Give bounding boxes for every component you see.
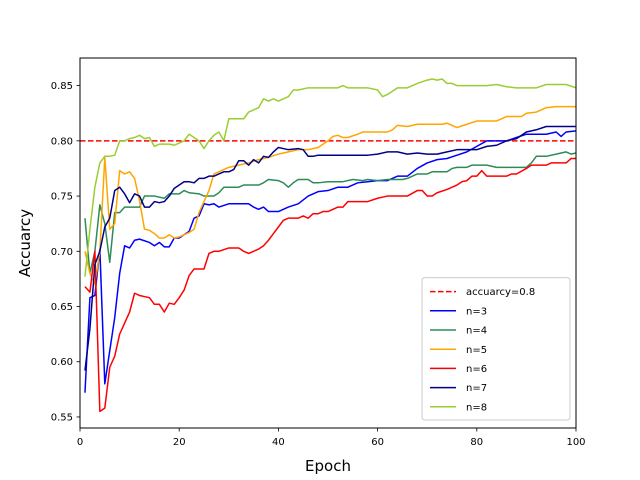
- x-tick-label: 100: [566, 437, 585, 448]
- series-line-n-6: [84, 157, 576, 413]
- x-tick-label: 0: [77, 437, 83, 448]
- legend: accuarcy=0.8 n=3 n=4 n=5 n=6 n=7 n=8: [421, 277, 571, 421]
- x-axis-label: Epoch: [305, 457, 351, 475]
- y-axis-label: Accuarcy: [16, 209, 34, 277]
- legend-label: accuarcy=0.8: [466, 287, 535, 298]
- y-axis-ticks: 0.55 0.60 0.65 0.70 0.75 0.80 0.85: [51, 81, 80, 423]
- legend-label: n=3: [466, 306, 487, 317]
- x-axis-ticks: 0 20 40 60 80 100: [77, 428, 586, 448]
- series-line-n-3: [84, 130, 576, 393]
- legend-box: [421, 277, 571, 421]
- series-line-n-7: [84, 125, 576, 371]
- y-tick-label: 0.60: [51, 357, 73, 368]
- legend-label: n=5: [466, 345, 487, 356]
- x-tick-label: 40: [272, 437, 285, 448]
- series-line-n-4: [84, 151, 576, 275]
- legend-label: n=4: [466, 326, 487, 337]
- y-tick-label: 0.80: [51, 136, 73, 147]
- plot-frame: [79, 57, 577, 429]
- y-tick-label: 0.70: [51, 247, 73, 258]
- x-tick-label: 60: [371, 437, 384, 448]
- y-tick-label: 0.85: [51, 81, 73, 92]
- series-lines: [80, 78, 576, 413]
- x-tick-label: 80: [470, 437, 483, 448]
- series-line-n-8: [84, 78, 576, 277]
- y-tick-label: 0.55: [51, 412, 73, 423]
- y-tick-label: 0.75: [51, 192, 73, 203]
- series-line-n-5: [84, 105, 576, 286]
- legend-label: n=7: [466, 383, 487, 394]
- legend-label: n=6: [466, 364, 487, 375]
- x-tick-label: 20: [173, 437, 186, 448]
- legend-label: n=8: [466, 402, 487, 413]
- y-tick-label: 0.65: [51, 302, 73, 313]
